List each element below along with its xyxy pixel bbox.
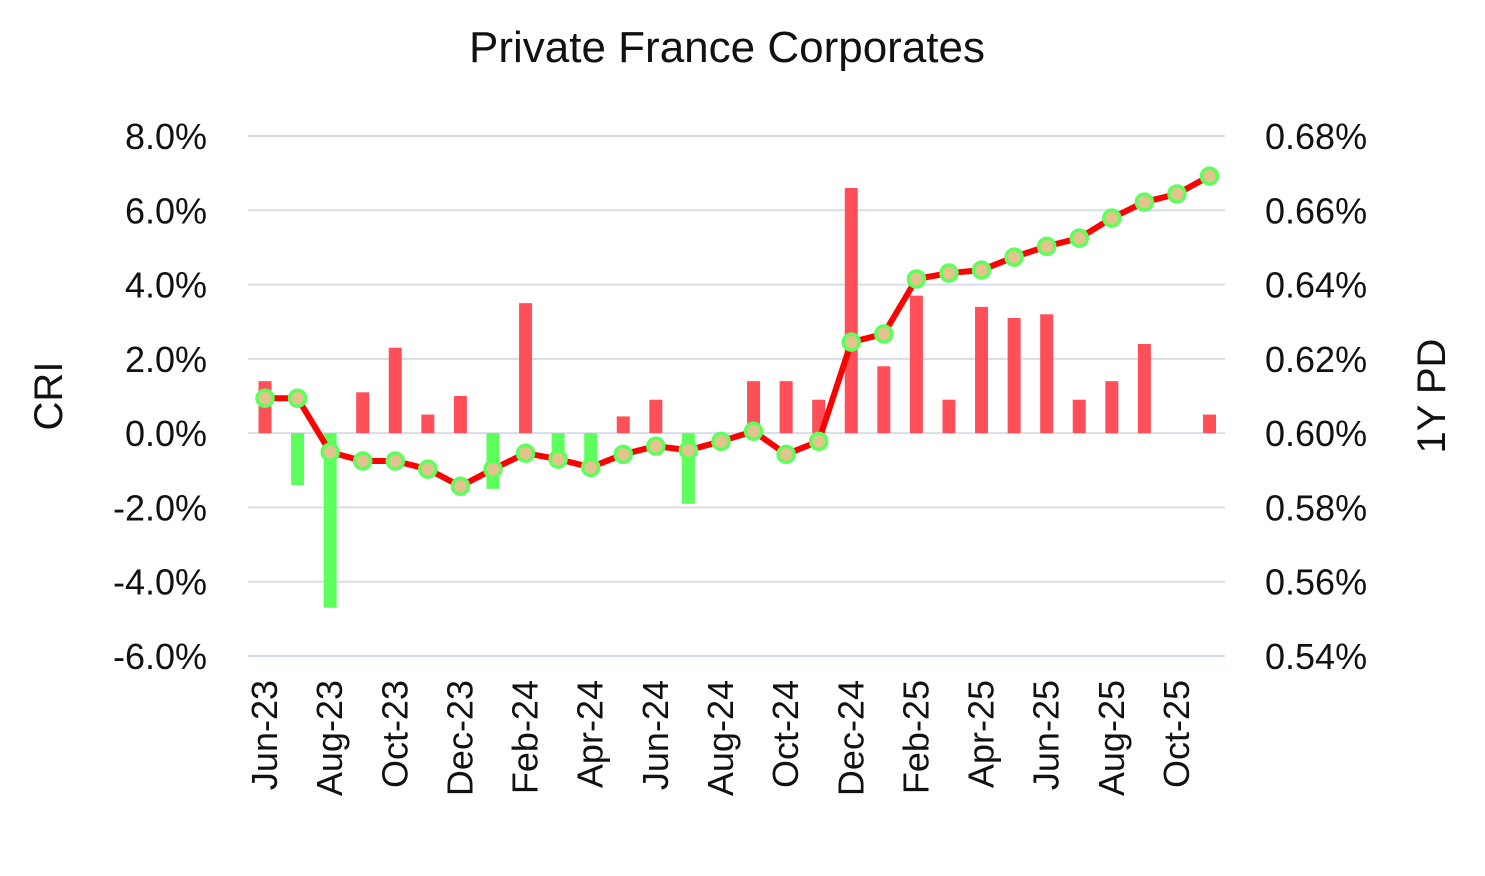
pd-marker [483, 459, 503, 479]
y-tick-label: 8.0% [125, 116, 207, 157]
y-tick-label: 4.0% [125, 265, 207, 306]
y-tick-label: 2.0% [125, 339, 207, 380]
x-tick-label: Jun-24 [635, 680, 676, 790]
cri-bar [909, 295, 923, 434]
pd-marker [646, 436, 666, 456]
cri-bar [1040, 314, 1054, 434]
x-tick-label: Aug-25 [1091, 680, 1132, 796]
y2-tick-label: 0.62% [1265, 339, 1367, 380]
cri-bar [975, 306, 989, 434]
pd-marker [939, 263, 959, 283]
y2-tick-label: 0.54% [1265, 636, 1367, 677]
cri-bar [1137, 344, 1151, 434]
x-tick-label: Aug-23 [309, 680, 350, 796]
cri-bar [649, 399, 663, 434]
pd-marker [418, 459, 438, 479]
y2-tick-label: 0.56% [1265, 562, 1367, 603]
pd-marker [678, 440, 699, 460]
pd-marker [1036, 236, 1057, 257]
cri-bar [323, 433, 337, 608]
pd-marker [1167, 184, 1187, 204]
pd-marker [776, 444, 796, 465]
cri-bar [942, 399, 956, 434]
cri-bar [453, 396, 467, 434]
cri-bar [551, 433, 565, 456]
y2-tick-label: 0.66% [1265, 190, 1367, 231]
y-tick-label: -2.0% [113, 487, 207, 528]
x-tick-label: Dec-23 [439, 680, 480, 796]
cri-bar [584, 433, 598, 463]
cri-bar [519, 303, 533, 434]
cri-bar [356, 392, 370, 434]
x-tick-label: Oct-24 [765, 680, 806, 788]
pd-marker [287, 388, 308, 408]
cri-bar [388, 347, 402, 434]
pd-marker [971, 260, 992, 280]
pd-marker [1102, 208, 1122, 228]
y-axis-label: CRI [27, 362, 71, 431]
pd-marker [1134, 192, 1155, 212]
pd-marker [548, 449, 568, 469]
y2-tick-label: 0.68% [1265, 116, 1367, 157]
pd-marker [352, 451, 373, 471]
y-tick-label: 6.0% [125, 190, 207, 231]
x-tick-label: Jun-23 [244, 680, 285, 790]
x-tick-label: Feb-24 [505, 680, 546, 794]
cri-bar [421, 414, 435, 434]
y2-tick-label: 0.60% [1265, 413, 1367, 454]
pd-marker [613, 444, 634, 465]
cri-bar [747, 381, 761, 434]
x-tick-label: Apr-24 [570, 680, 611, 788]
cri-bar [844, 188, 858, 434]
pd-marker [580, 457, 601, 478]
pd-marker [1004, 247, 1024, 267]
pd-marker [255, 388, 275, 408]
pd-marker [711, 431, 731, 452]
cri-bar [616, 416, 630, 434]
cri-bar [877, 366, 891, 434]
x-tick-label: Jun-25 [1026, 680, 1067, 790]
cri-bar [1105, 381, 1119, 434]
y2-axis-label: 1Y PD [1410, 339, 1454, 454]
cri-bar [1072, 399, 1086, 434]
x-tick-label: Aug-24 [700, 680, 741, 796]
pd-marker [808, 431, 829, 452]
pd-marker [385, 451, 406, 471]
y-tick-label: 0.0% [125, 413, 207, 454]
x-tick-label: Oct-25 [1156, 680, 1197, 788]
pd-marker [874, 324, 894, 344]
x-tick-label: Apr-25 [961, 680, 1002, 788]
pd-marker [320, 442, 340, 462]
x-tick-label: Oct-23 [374, 680, 415, 788]
x-tick-label: Feb-25 [895, 680, 936, 794]
y-tick-label: -4.0% [113, 562, 207, 603]
cri-bar [291, 433, 305, 486]
cri-bar [779, 381, 793, 434]
cri-bar [1203, 414, 1217, 434]
y-tick-label: -6.0% [113, 636, 207, 677]
pd-marker [841, 332, 862, 352]
y2-tick-label: 0.64% [1265, 265, 1367, 306]
x-tick-label: Dec-24 [830, 680, 871, 796]
pd-marker [743, 421, 764, 442]
chart-title: Private France Corporates [469, 23, 985, 72]
pd-marker [515, 443, 536, 463]
pd-marker [450, 476, 471, 497]
y2-tick-label: 0.58% [1265, 487, 1367, 528]
cri-bar [1007, 318, 1021, 434]
pd-marker [1069, 228, 1089, 248]
pd-line [265, 173, 1211, 490]
pd-marker [1199, 166, 1220, 186]
pd-marker [906, 269, 927, 289]
